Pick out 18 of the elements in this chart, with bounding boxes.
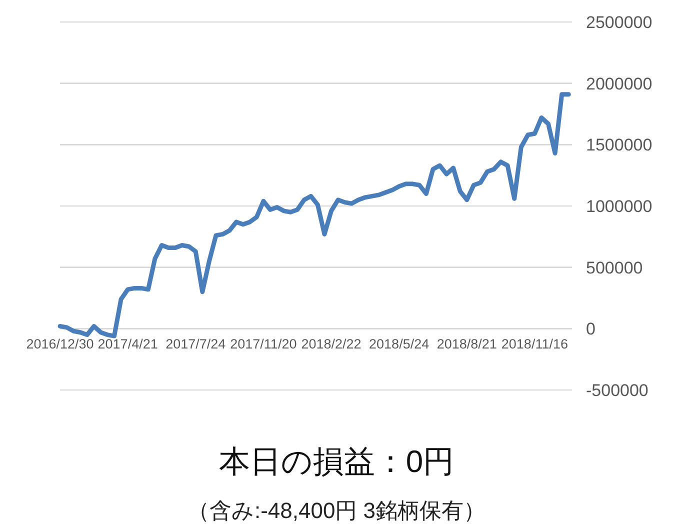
x-tick-label: 2018/8/21 [436,336,497,352]
x-tick-label: 2018/2/22 [301,336,362,352]
y-tick-label: 2500000 [586,13,652,32]
y-tick-label: 500000 [586,258,643,278]
text: 本日の損益：0円 [218,444,454,479]
x-tick-label: 2016/12/30 [26,336,94,352]
x-tick-label: 2017/7/24 [166,336,226,352]
y-tick-label: -500000 [586,381,648,400]
text: （含み:-48,400円 3銘柄保有） [187,498,486,523]
y-tick-label: 1000000 [586,197,652,216]
y-tick-label: 0 [586,320,596,339]
x-tick-label: 2017/11/20 [230,336,297,352]
x-tick-label: 2017/4/21 [98,336,158,352]
x-tick-label: 2018/11/16 [501,336,568,352]
x-tick-label: 2018/5/24 [369,336,430,352]
y-tick-label: 1500000 [586,136,652,155]
y-tick-label: 2000000 [586,74,652,94]
line-series [58,92,571,338]
